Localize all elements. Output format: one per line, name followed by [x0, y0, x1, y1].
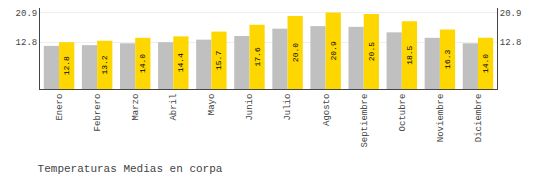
svg-text:14.4: 14.4 — [176, 53, 185, 72]
svg-text:14.0: 14.0 — [481, 54, 490, 73]
svg-text:15.7: 15.7 — [214, 51, 223, 70]
svg-text:Junio: Junio — [245, 94, 255, 121]
svg-text:12.8: 12.8 — [62, 56, 71, 75]
svg-text:20.9: 20.9 — [16, 9, 38, 19]
svg-text:14.0: 14.0 — [138, 54, 147, 73]
svg-text:Julio: Julio — [283, 94, 293, 121]
svg-text:17.6: 17.6 — [253, 47, 262, 66]
svg-text:Abril: Abril — [169, 94, 179, 121]
svg-text:Noviembre: Noviembre — [436, 94, 446, 143]
svg-text:Septiembre: Septiembre — [360, 94, 370, 148]
svg-text:18.5: 18.5 — [405, 45, 414, 64]
svg-text:Mayo: Mayo — [207, 94, 217, 116]
svg-text:Enero: Enero — [55, 94, 65, 121]
svg-text:Marzo: Marzo — [131, 94, 141, 121]
svg-text:20.9: 20.9 — [329, 41, 338, 60]
svg-text:Temperaturas Medias en corpa: Temperaturas Medias en corpa — [38, 163, 223, 174]
svg-text:12.8: 12.8 — [500, 38, 522, 48]
svg-text:12.8: 12.8 — [16, 38, 38, 48]
svg-text:20.5: 20.5 — [367, 42, 376, 61]
svg-text:Diciembre: Diciembre — [474, 94, 484, 143]
svg-text:16.3: 16.3 — [443, 49, 452, 68]
svg-text:Agosto: Agosto — [322, 94, 332, 126]
svg-text:20.0: 20.0 — [291, 43, 300, 62]
svg-text:20.9: 20.9 — [500, 9, 522, 19]
svg-text:13.2: 13.2 — [100, 55, 109, 74]
svg-text:Febrero: Febrero — [93, 94, 103, 132]
svg-text:Octubre: Octubre — [398, 94, 408, 132]
